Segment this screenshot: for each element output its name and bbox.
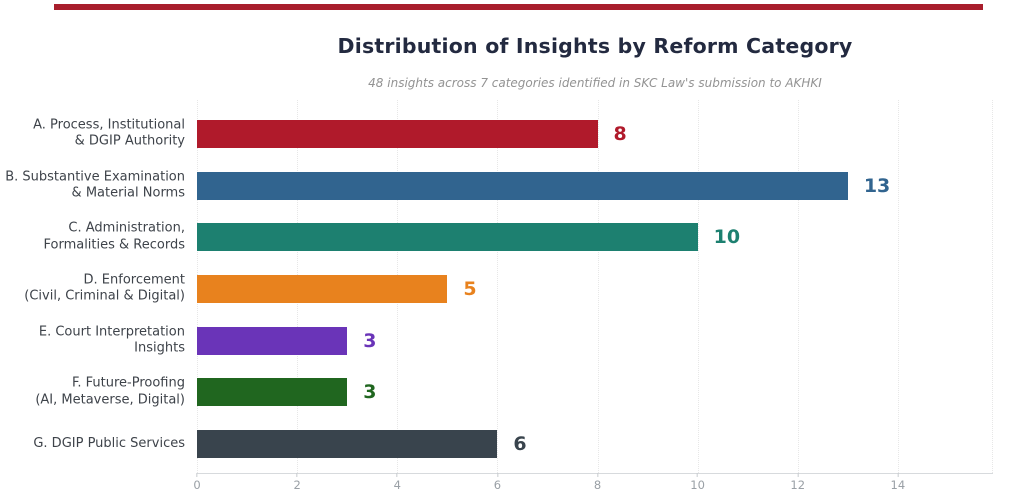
category-label: E. Court Interpretation Insights xyxy=(0,324,185,357)
category-label: G. DGIP Public Services xyxy=(0,436,185,452)
value-label: 3 xyxy=(363,381,377,404)
category-label-line: B. Substantive Examination xyxy=(5,169,185,185)
value-label: 6 xyxy=(513,433,527,456)
x-axis-tick: 4 xyxy=(394,473,401,492)
bar-rows: A. Process, Institutional & DGIP Authorit… xyxy=(0,108,1024,470)
x-axis-tick: 12 xyxy=(790,473,805,492)
category-label-line: A. Process, Institutional xyxy=(33,117,185,133)
bar xyxy=(197,171,848,200)
value-label: 13 xyxy=(863,174,891,197)
bar-row: A. Process, Institutional & DGIP Authorit… xyxy=(0,108,1024,160)
tick-mark xyxy=(396,473,398,477)
tick-label: 8 xyxy=(593,478,602,492)
tick-mark xyxy=(797,473,799,477)
category-label-line: (Civil, Criminal & Digital) xyxy=(24,288,185,304)
bar-row: G. DGIP Public Services 6 xyxy=(0,418,1024,470)
bar xyxy=(197,378,348,407)
x-axis-tick: 14 xyxy=(890,473,906,492)
tick-mark xyxy=(897,473,899,477)
bar xyxy=(197,274,448,303)
chart-title: Distribution of Insights by Reform Categ… xyxy=(337,34,853,58)
bar-row: F. Future-Proofing (AI, Metaverse, Digita… xyxy=(0,367,1024,419)
tick-label: 4 xyxy=(393,478,401,492)
gridline xyxy=(897,100,899,473)
x-axis-tick: 10 xyxy=(690,473,705,492)
category-label-line: G. DGIP Public Services xyxy=(33,435,185,451)
tick-mark xyxy=(697,473,699,477)
tick-mark xyxy=(596,473,598,477)
gridline xyxy=(797,100,799,473)
x-axis-tick: 0 xyxy=(193,473,201,492)
value-label: 8 xyxy=(613,122,627,145)
bar xyxy=(197,430,498,459)
category-label-line: E. Court Interpretation xyxy=(38,324,185,340)
category-label-line: & Material Norms xyxy=(71,185,185,201)
tick-mark xyxy=(196,473,198,477)
bar xyxy=(197,119,598,148)
value-label: 5 xyxy=(463,277,477,300)
category-label-line: & DGIP Authority xyxy=(74,133,185,149)
tick-label: 14 xyxy=(890,478,906,492)
tick-label: 12 xyxy=(790,478,806,492)
category-label: A. Process, Institutional & DGIP Authorit… xyxy=(0,117,185,150)
tick-label: 10 xyxy=(690,478,705,492)
gridline xyxy=(597,100,599,473)
tick-label: 2 xyxy=(293,478,301,492)
bar xyxy=(197,223,698,252)
value-label: 10 xyxy=(713,226,741,249)
tick-label: 6 xyxy=(493,478,502,492)
x-axis-line xyxy=(197,473,993,474)
tick-mark xyxy=(296,473,298,477)
category-label-line: C. Administration, xyxy=(68,220,185,236)
tick-mark xyxy=(496,473,498,477)
category-label: D. Enforcement (Civil, Criminal & Digital… xyxy=(0,273,185,306)
category-label-line: (AI, Metaverse, Digital) xyxy=(35,392,185,408)
tick-label: 0 xyxy=(193,478,201,492)
category-label-line: Formalities & Records xyxy=(43,237,185,253)
gridline xyxy=(992,100,993,473)
bar-row: C. Administration, Formalities & Records 1… xyxy=(0,211,1024,263)
bar xyxy=(197,326,348,355)
x-axis-tick: 2 xyxy=(293,473,301,492)
top-accent-rule xyxy=(54,4,983,10)
x-axis-tick: 8 xyxy=(594,473,601,492)
bar-row: D. Enforcement (Civil, Criminal & Digital… xyxy=(0,263,1024,315)
bar-row: E. Court Interpretation Insights 3 xyxy=(0,315,1024,367)
gridline xyxy=(497,100,499,473)
category-label: C. Administration, Formalities & Records xyxy=(0,221,185,254)
category-label-line: Insights xyxy=(134,340,185,356)
bar-row: B. Substantive Examination & Material Nor… xyxy=(0,160,1024,212)
category-label: F. Future-Proofing (AI, Metaverse, Digita… xyxy=(0,376,185,409)
category-label-line: D. Enforcement xyxy=(83,272,185,288)
x-axis-tick: 6 xyxy=(494,473,501,492)
category-label-line: F. Future-Proofing xyxy=(71,375,185,391)
value-label: 3 xyxy=(363,329,377,352)
category-label: B. Substantive Examination & Material Nor… xyxy=(0,169,185,202)
gridline xyxy=(697,100,699,473)
chart-subtitle: 48 insights across 7 categories identifi… xyxy=(368,76,822,90)
